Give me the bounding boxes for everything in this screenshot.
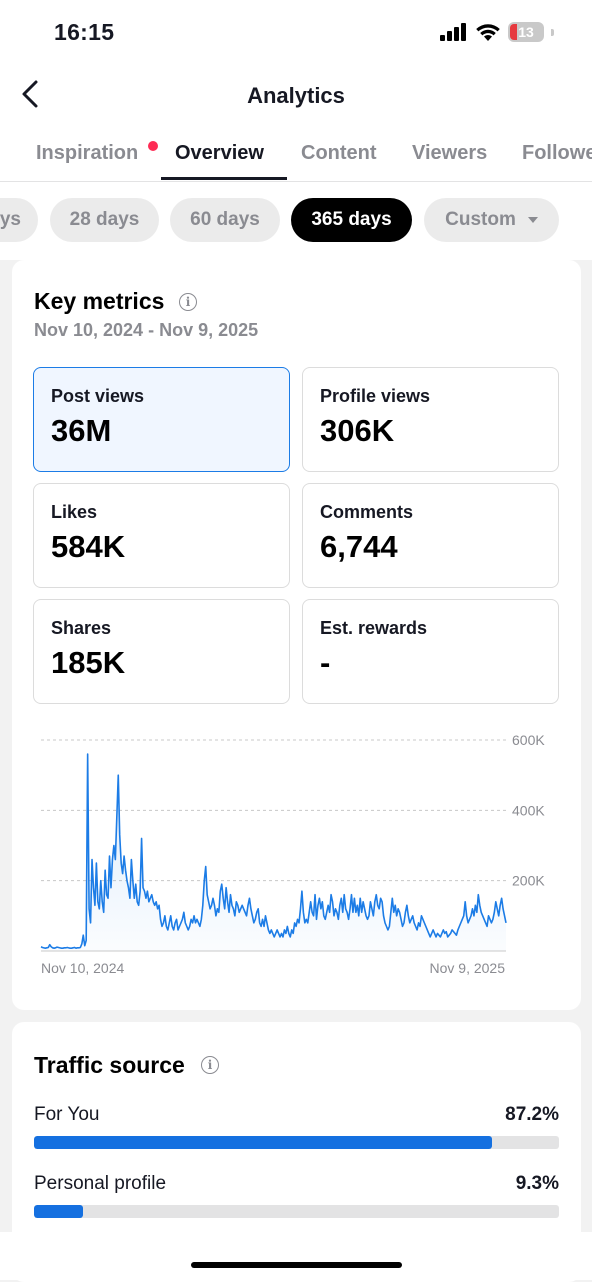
metric-likes[interactable]: Likes 584K <box>33 483 290 588</box>
metric-value: 306K <box>320 413 395 448</box>
metric-profile-views[interactable]: Profile views 306K <box>302 367 559 472</box>
metric-value: 584K <box>51 529 126 564</box>
metric-value: 36M <box>51 413 112 448</box>
caret-down-icon <box>527 217 538 223</box>
filter-365-days[interactable]: 365 days <box>291 198 412 242</box>
traffic-label: For You <box>34 1104 100 1125</box>
metric-label: Shares <box>51 618 112 638</box>
tab-overview[interactable]: Overview <box>175 142 264 164</box>
filter-60-days[interactable]: 60 days <box>170 198 280 242</box>
metric-label: Post views <box>51 386 145 406</box>
battery-level: 13 <box>518 24 534 40</box>
notification-dot <box>148 141 158 151</box>
chart-series-line <box>40 753 507 949</box>
key-metrics-title: Key metrics <box>34 288 165 314</box>
metric-value: - <box>320 645 331 680</box>
time-range-filters: 7 days 28 days 60 days 365 days Custom <box>0 182 592 260</box>
traffic-bar-track <box>34 1205 559 1218</box>
traffic-label: Personal profile <box>34 1173 167 1194</box>
metric-value: 6,744 <box>320 529 398 564</box>
metric-est-rewards[interactable]: Est. rewards - <box>302 599 559 704</box>
traffic-source-title: Traffic source <box>34 1052 185 1078</box>
status-time: 16:15 <box>54 19 115 45</box>
tab-inspiration[interactable]: Inspiration <box>36 142 139 164</box>
date-range: Nov 10, 2024 - Nov 9, 2025 <box>34 320 259 340</box>
traffic-bar-fill <box>34 1205 83 1218</box>
status-icons: 13 <box>440 22 554 42</box>
y-tick-label: 400K <box>512 802 545 818</box>
battery-icon: 13 <box>508 22 544 42</box>
traffic-bar-track <box>34 1136 559 1149</box>
tab-bar: Inspiration Overview Content Viewers Fol… <box>0 126 592 182</box>
metric-label: Est. rewards <box>320 618 428 638</box>
metric-comments[interactable]: Comments 6,744 <box>302 483 559 588</box>
metric-value: 185K <box>51 645 126 680</box>
y-tick-label: 200K <box>512 873 545 889</box>
traffic-percent: 9.3% <box>515 1173 559 1194</box>
x-tick-label: Nov 10, 2024 <box>41 960 124 976</box>
post-views-chart[interactable]: 600K 400K 200K Nov 10, 2024 Nov 9, 2025 <box>12 730 581 980</box>
filter-28-days[interactable]: 28 days <box>50 198 159 242</box>
filter-custom-label: Custom <box>445 209 516 230</box>
cellular-signal-icon <box>440 23 466 41</box>
chart-area-fill <box>41 754 506 951</box>
key-metrics-card: Key metrics i Nov 10, 2024 - Nov 9, 2025… <box>12 260 581 1010</box>
metric-post-views[interactable]: Post views 36M <box>33 367 290 472</box>
traffic-percent: 87.2% <box>505 1104 559 1125</box>
bottom-safe-area <box>0 1232 592 1280</box>
home-indicator[interactable] <box>191 1262 402 1268</box>
x-tick-label: Nov 9, 2025 <box>430 960 506 976</box>
active-tab-indicator <box>161 177 287 180</box>
y-tick-label: 600K <box>512 732 545 748</box>
metric-shares[interactable]: Shares 185K <box>33 599 290 704</box>
tab-viewers[interactable]: Viewers <box>412 142 488 164</box>
info-icon[interactable]: i <box>179 293 197 311</box>
traffic-bar-fill <box>34 1136 492 1149</box>
metric-label: Profile views <box>320 386 431 406</box>
tab-content[interactable]: Content <box>301 142 377 164</box>
metric-label: Likes <box>51 502 98 522</box>
info-icon[interactable]: i <box>201 1056 219 1074</box>
battery-nub <box>551 28 554 36</box>
back-arrow-icon[interactable] <box>16 78 48 110</box>
filter-custom[interactable]: Custom <box>424 198 559 242</box>
wifi-icon <box>476 23 500 41</box>
page-title: Analytics <box>247 83 345 108</box>
filter-7-days[interactable]: 7 days <box>0 198 38 242</box>
tab-followers[interactable]: Followers <box>522 142 592 164</box>
metric-label: Comments <box>320 502 414 522</box>
status-bar: 16:15 13 <box>0 0 592 66</box>
header: Analytics <box>0 66 592 126</box>
